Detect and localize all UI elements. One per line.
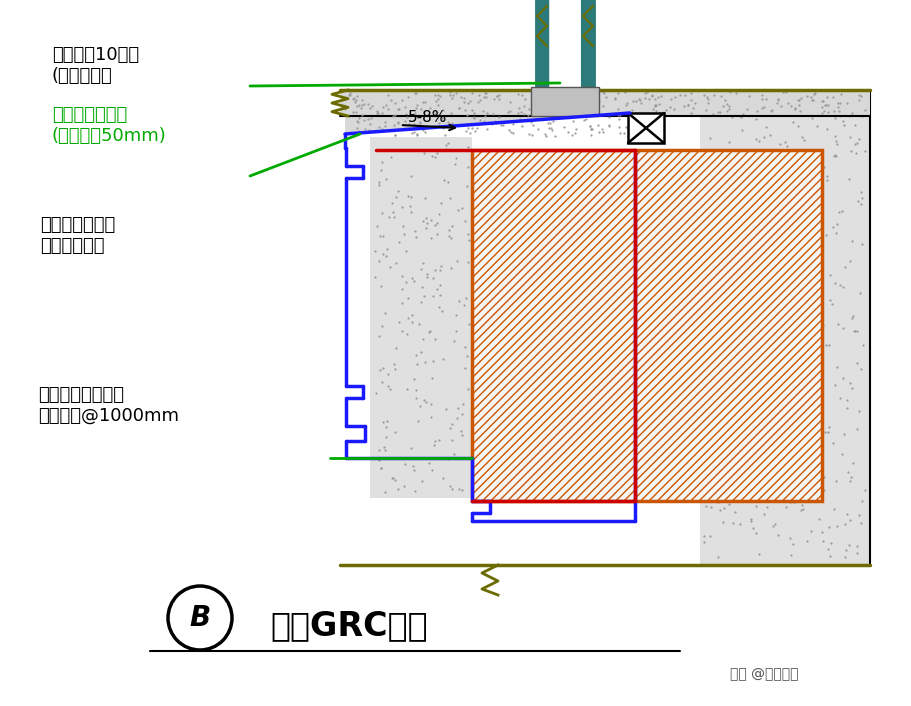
Polygon shape [530, 87, 599, 116]
Text: 5-8%: 5-8% [407, 110, 447, 125]
Polygon shape [340, 90, 869, 116]
Text: B: B [189, 604, 210, 632]
Polygon shape [581, 0, 593, 90]
Polygon shape [344, 113, 630, 134]
Polygon shape [700, 90, 869, 565]
Text: 自粘卷材防水层
(侧边翻高50mm): 自粘卷材防水层 (侧边翻高50mm) [52, 106, 167, 145]
Text: 底口预留滴水槽，
设滴水孔@1000mm: 底口预留滴水槽， 设滴水孔@1000mm [38, 386, 179, 425]
Polygon shape [370, 137, 472, 498]
Polygon shape [536, 0, 548, 90]
Text: 窗台GRC窗套: 窗台GRC窗套 [270, 609, 427, 642]
Text: 上口做高10翻边
(外侧打胶）: 上口做高10翻边 (外侧打胶） [52, 46, 139, 85]
Polygon shape [472, 150, 821, 501]
Text: 上口外挑小线脚
设置滴水功能: 上口外挑小线脚 设置滴水功能 [40, 216, 115, 255]
Text: 头条 @工程萌主: 头条 @工程萌主 [729, 667, 798, 681]
Polygon shape [628, 113, 663, 143]
